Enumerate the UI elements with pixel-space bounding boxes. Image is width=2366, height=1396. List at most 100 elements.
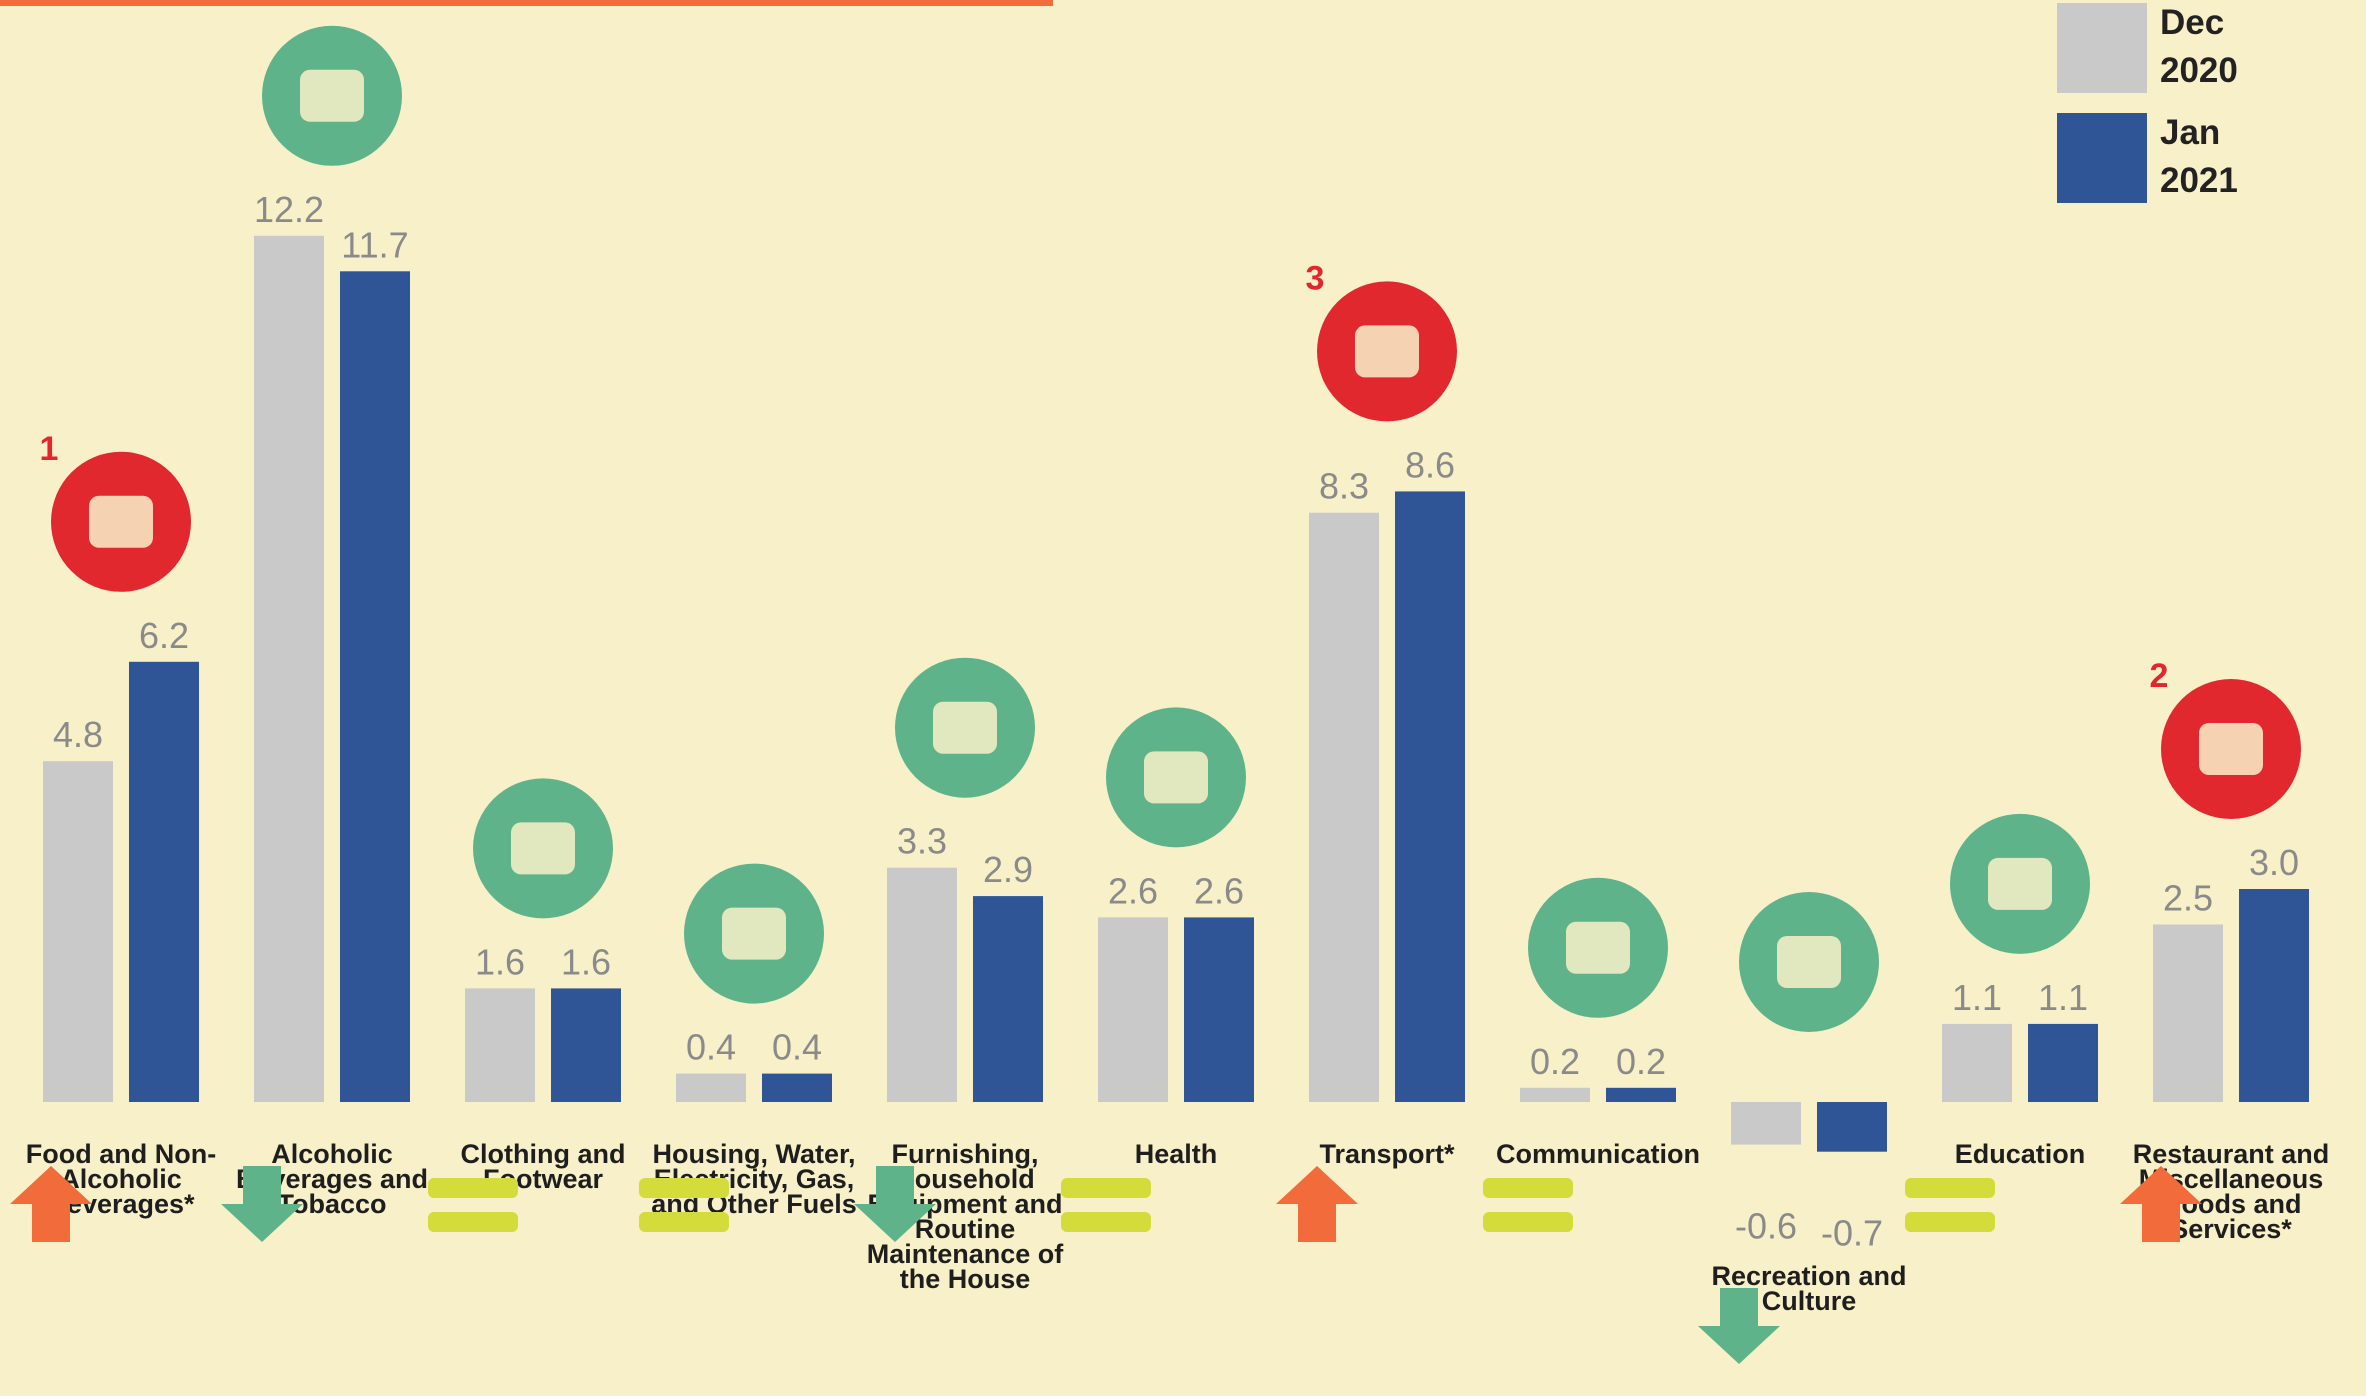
bar [1184,917,1254,1102]
category-label: Communication [1495,1139,1700,1169]
icon-glyph [89,495,153,548]
category-block: Alcoholic Beverages and Tobacco [217,1141,447,1242]
category-label: Education [1954,1139,2086,1169]
bar [254,235,324,1103]
value-label: 2.9 [983,849,1033,890]
bar [551,988,621,1102]
bar [1731,1102,1801,1145]
equal-bar [1483,1212,1573,1232]
top-accent-line [0,0,1053,6]
trend-indicator [854,1166,936,1242]
equal-bar [1483,1178,1573,1198]
bar [1098,917,1168,1102]
category-label: Food and Non-Alcoholic Beverages* [25,1139,217,1219]
down-arrow [854,1166,936,1242]
value-label: 0.2 [1530,1041,1580,1082]
category-label: Recreation and Culture [1711,1260,1907,1316]
trend-indicator [221,1166,303,1242]
icon-glyph [1777,936,1841,988]
value-label: -0.7 [1821,1213,1883,1254]
up-arrow [2120,1166,2202,1242]
equal-bar [1061,1212,1151,1232]
category-block: Transport* [1272,1139,1502,1242]
bar [465,988,535,1102]
category-block: Housing, Water, Electricity, Gas, and Ot… [639,1141,869,1232]
trend-indicator [1698,1287,1780,1364]
trend-indicator [1905,1178,1995,1232]
icon-glyph [722,907,786,960]
trend-indicator [2120,1166,2202,1242]
value-label: 3.0 [2249,842,2299,883]
value-label: -0.6 [1735,1206,1797,1247]
bar [2239,889,2309,1102]
bar [1395,491,1465,1102]
equal-bar [1905,1178,1995,1198]
bar [43,761,113,1102]
category-block: Education [1905,1139,2135,1232]
trend-indicator [1276,1166,1358,1242]
value-label: 11.7 [341,224,408,265]
bar [676,1073,746,1102]
category-block: Furnishing, Household Equipment and Rout… [850,1141,1080,1293]
bar [129,661,199,1102]
category-block: Restaurant and Miscellaneous Goods and S… [2116,1141,2346,1243]
value-label: 3.3 [897,821,947,862]
value-label: 8.6 [1405,444,1455,485]
value-label: 1.6 [561,941,611,982]
value-label: 0.4 [772,1027,822,1068]
bar [1817,1102,1887,1152]
bar [2153,924,2223,1102]
trend-indicator [1061,1178,1151,1232]
equal-bar [428,1178,518,1198]
value-label: 0.2 [1616,1041,1666,1082]
icon-glyph [2199,723,2263,775]
value-label: 1.1 [2038,977,2088,1018]
legend-swatch [2057,113,2147,203]
equal-bar [428,1212,518,1232]
equal-bar [639,1178,729,1198]
bar [340,271,410,1102]
bar [1309,512,1379,1102]
icon-glyph [1355,325,1419,378]
bar [1942,1023,2012,1102]
value-label: 1.6 [475,941,525,982]
category-block: Communication [1483,1139,1713,1232]
trend-indicator [1483,1178,1573,1232]
value-label: 0.4 [686,1027,736,1068]
value-label: 2.6 [1108,870,1158,911]
icon-glyph [1144,751,1208,804]
trend-indicator [10,1166,92,1242]
category-block: Health [1061,1139,1291,1232]
category-label: Transport* [1319,1139,1455,1169]
bar [2028,1023,2098,1102]
bar [1606,1087,1676,1102]
bar [1520,1087,1590,1102]
value-label: 1.1 [1952,977,2002,1018]
rank-number: 2 [2150,657,2169,695]
rank-number: 3 [1306,259,1325,297]
icon-glyph [933,701,997,754]
category-label: Health [1134,1139,1218,1169]
down-arrow [1698,1287,1780,1364]
value-label: 8.3 [1319,466,1369,507]
value-label: 2.5 [2163,878,2213,919]
category-block: Clothing and Footwear [428,1141,658,1232]
equal-bar [1905,1212,1995,1232]
legend-label: Dec 2020 [2160,3,2238,90]
value-label: 2.6 [1194,870,1244,911]
trend-indicator [639,1178,729,1232]
equal-bar [639,1212,729,1232]
legend-label: Jan 2021 [2160,113,2238,200]
bar [887,867,957,1102]
value-label: 4.8 [53,714,103,755]
up-arrow [10,1166,92,1242]
up-arrow [1276,1166,1358,1242]
icon-glyph [300,69,364,122]
legend-swatch [2057,3,2147,93]
value-label: 12.2 [254,189,324,230]
bar [973,896,1043,1102]
equal-bar [1061,1178,1151,1198]
value-label: 6.2 [139,615,189,656]
